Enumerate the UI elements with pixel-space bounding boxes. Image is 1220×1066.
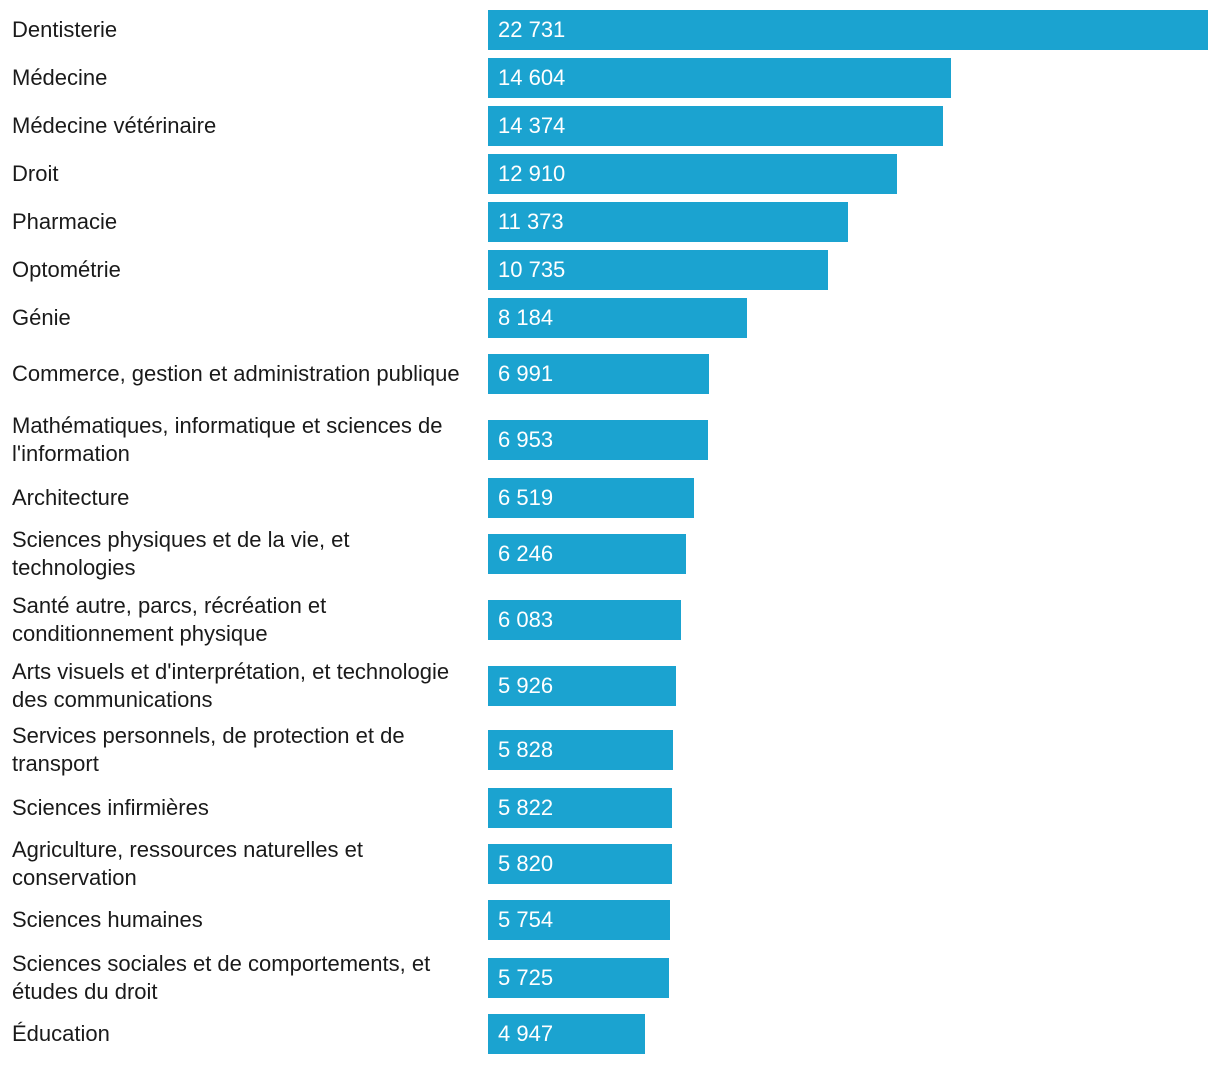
bar-value-label: 11 373 (498, 209, 564, 234)
bar-value-label: 4 947 (498, 1021, 554, 1046)
bar-value-label: 10 735 (498, 257, 566, 282)
category-label: Mathématiques, informatique et sciences … (12, 413, 443, 466)
category-label: Médecine vétérinaire (12, 113, 217, 138)
bar-value-label: 22 731 (498, 17, 566, 42)
bar: 6 991 (488, 354, 710, 394)
bar-value-label: 6 519 (498, 485, 554, 510)
category-label: Éducation (12, 1021, 110, 1046)
bar: 11 373 (488, 202, 849, 242)
bar: 22 731 (488, 10, 1208, 50)
category-label: Optométrie (12, 257, 121, 282)
bar-value-label: 6 083 (498, 607, 554, 632)
category-label: Sciences physiques et de la vie, et tech… (12, 527, 350, 580)
bar: 14 374 (488, 106, 944, 146)
category-label: Médecine (12, 65, 108, 90)
category-label: Architecture (12, 485, 130, 510)
bar-value-label: 5 926 (498, 673, 554, 698)
category-label: Sciences humaines (12, 907, 203, 932)
bar: 12 910 (488, 154, 897, 194)
bar-value-label: 14 604 (498, 65, 566, 90)
bar-value-label: 5 828 (498, 737, 554, 762)
bar-value-label: 14 374 (498, 113, 566, 138)
bar-value-label: 6 991 (498, 361, 554, 386)
category-label: Agriculture, ressources naturelles et co… (12, 837, 363, 890)
bar: 6 246 (488, 534, 686, 574)
category-label: Génie (12, 305, 71, 330)
bar-value-label: 5 754 (498, 907, 554, 932)
bar: 4 947 (488, 1014, 645, 1054)
bar-value-label: 6 246 (498, 541, 554, 566)
bar: 5 926 (488, 666, 676, 706)
bar: 14 604 (488, 58, 951, 98)
category-label: Droit (12, 161, 59, 186)
bar-value-label: 5 820 (498, 851, 554, 876)
bar: 10 735 (488, 250, 829, 290)
bar-value-label: 5 725 (498, 965, 554, 990)
bar: 8 184 (488, 298, 748, 338)
bar-value-label: 6 953 (498, 427, 554, 452)
bar: 5 754 (488, 900, 671, 940)
bar: 6 953 (488, 420, 709, 460)
category-label: Services personnels, de protection et de… (12, 723, 405, 776)
category-label: Arts visuels et d'interprétation, et tec… (12, 659, 450, 712)
bar: 5 822 (488, 788, 673, 828)
category-label: Dentisterie (12, 17, 118, 42)
bar-value-label: 5 822 (498, 795, 554, 820)
bar: 6 083 (488, 600, 681, 640)
bar: 6 519 (488, 478, 695, 518)
category-label: Sciences infirmières (12, 795, 209, 820)
bar: 5 820 (488, 844, 673, 884)
bar-value-label: 12 910 (498, 161, 566, 186)
category-label: Santé autre, parcs, récréation et condit… (12, 593, 327, 646)
bar-value-label: 8 184 (498, 305, 554, 330)
category-label: Sciences sociales et de comportements, e… (12, 951, 431, 1004)
bar: 5 725 (488, 958, 670, 998)
category-label: Commerce, gestion et administration publ… (12, 361, 460, 386)
bar: 5 828 (488, 730, 673, 770)
category-label: Pharmacie (12, 209, 118, 234)
